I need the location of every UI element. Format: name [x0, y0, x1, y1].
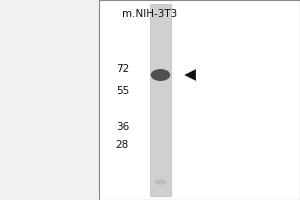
Bar	[99, 0, 300, 200]
Bar	[150, 4, 171, 196]
Polygon shape	[184, 69, 196, 81]
Text: 72: 72	[116, 64, 129, 74]
Text: m.NIH-3T3: m.NIH-3T3	[122, 9, 178, 19]
Text: 36: 36	[116, 122, 129, 132]
Text: 28: 28	[116, 140, 129, 150]
Text: 55: 55	[116, 86, 129, 96]
Ellipse shape	[151, 69, 170, 81]
Ellipse shape	[154, 179, 166, 185]
